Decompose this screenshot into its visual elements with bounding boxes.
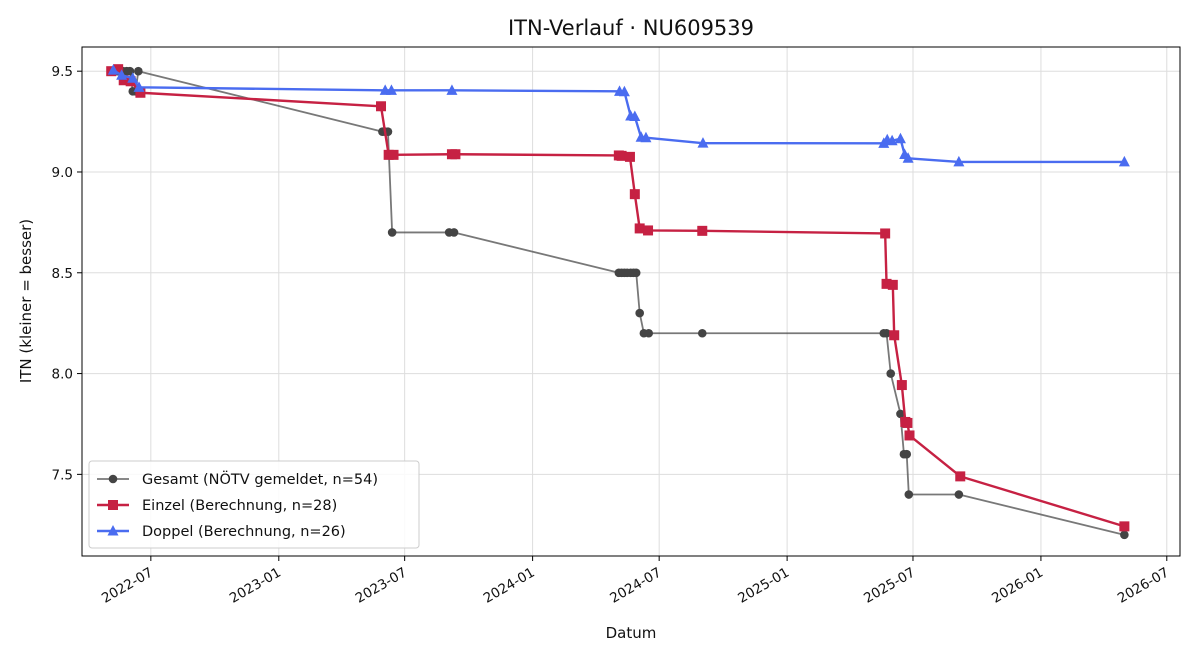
y-tick-label: 9.5: [52, 64, 73, 80]
y-tick-label: 8.5: [52, 266, 73, 282]
y-tick-label: 9.0: [52, 165, 73, 181]
data-point: [1118, 155, 1130, 167]
data-point: [697, 225, 708, 236]
data-point: [387, 228, 397, 237]
data-point: [896, 409, 905, 419]
legend-label: Einzel (Berechnung, n=28): [142, 498, 337, 514]
data-point: [629, 110, 641, 122]
data-point: [954, 490, 964, 499]
data-point: [446, 84, 458, 95]
data-point: [113, 64, 124, 75]
legend-entry: Gesamt (NÖTV gemeldet, n=54): [97, 470, 378, 488]
y-axis-label: ITN (kleiner = besser): [17, 219, 35, 383]
data-point: [880, 228, 891, 239]
data-point: [886, 369, 896, 378]
data-point: [902, 449, 912, 459]
data-point: [894, 132, 906, 144]
data-point: [889, 330, 900, 341]
series-layer: [106, 64, 1130, 540]
data-point: [887, 279, 898, 290]
y-axis-ticks: 7.5 8.0 8.5 9.0 9.5: [52, 64, 82, 483]
x-axis-label: Datum: [606, 624, 657, 642]
legend-marker: [108, 474, 118, 484]
legend-label: Gesamt (NÖTV gemeldet, n=54): [142, 470, 378, 488]
legend: Gesamt (NÖTV gemeldet, n=54) Einzel (Bere…: [88, 460, 420, 549]
data-point: [125, 66, 135, 76]
data-point: [643, 225, 654, 236]
data-point: [881, 278, 892, 289]
y-tick-label: 7.5: [52, 467, 73, 483]
data-point: [134, 66, 143, 76]
legend-marker: [108, 500, 118, 510]
data-point: [107, 64, 119, 75]
data-point: [631, 268, 641, 278]
chart-title: ITN-Verlauf · NU609539: [508, 16, 754, 40]
data-point: [449, 228, 459, 237]
data-point: [388, 149, 399, 160]
y-tick-label: 8.0: [52, 367, 73, 383]
legend-label: Doppel (Berechnung, n=26): [142, 524, 346, 540]
data-point: [902, 417, 913, 428]
data-point: [616, 150, 627, 161]
data-point: [1119, 521, 1130, 532]
data-point: [133, 81, 145, 92]
data-point: [955, 471, 966, 482]
data-point: [634, 223, 645, 234]
data-point: [697, 137, 709, 148]
data-point: [450, 149, 461, 160]
data-point: [640, 131, 652, 143]
data-point: [953, 155, 965, 167]
legend-entry: Doppel (Berechnung, n=26): [97, 524, 346, 540]
legend-entry: Einzel (Berechnung, n=28): [97, 498, 337, 514]
data-point: [135, 87, 146, 98]
data-point: [644, 328, 654, 338]
data-point: [618, 85, 630, 97]
plot-frame: [81, 46, 1181, 557]
data-point: [376, 101, 387, 112]
data-point: [1120, 530, 1129, 540]
data-point: [116, 69, 128, 80]
data-point: [904, 430, 915, 441]
legend-marker: [107, 525, 119, 536]
data-point: [902, 152, 914, 163]
data-point: [886, 134, 898, 146]
legend-box: [88, 460, 420, 549]
series-triangle: [107, 64, 1130, 167]
data-point: [629, 189, 640, 200]
data-point: [882, 328, 891, 338]
data-point: [896, 380, 907, 391]
data-point: [635, 308, 644, 318]
data-point: [624, 151, 635, 162]
data-point: [697, 328, 707, 338]
data-point: [127, 72, 139, 83]
series-line: [112, 69, 1125, 164]
data-point: [385, 84, 397, 95]
data-point: [118, 75, 129, 86]
data-point: [904, 490, 914, 499]
